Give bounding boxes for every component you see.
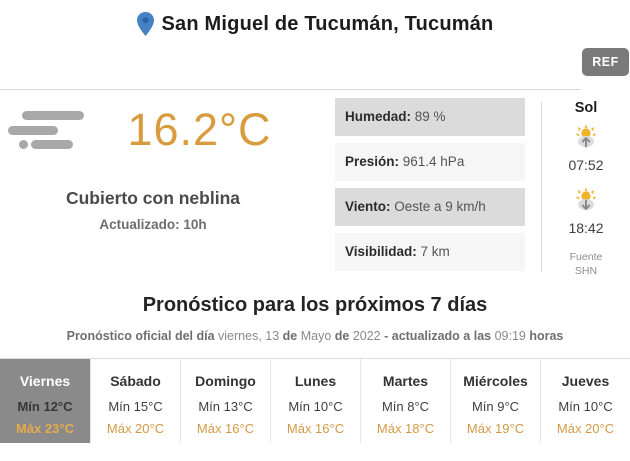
forecast-day-viernes[interactable]: Viernes Mín 12°C Máx 23°C (0, 359, 90, 443)
updated-time: Actualizado: 10h (99, 217, 207, 232)
subtitle-segment: Pronóstico oficial del día (66, 329, 219, 343)
sun-column: Sol 07:52 18:42 Fuente SHN (542, 98, 630, 277)
detail-value: Oeste a 9 km/h (390, 199, 486, 214)
forecast-day-lunes[interactable]: Lunes Mín 10°C Máx 16°C (270, 359, 360, 443)
detail-row: Visibilidad: 7 km (335, 233, 525, 271)
forecast-title: Pronóstico para los próximos 7 días (142, 294, 488, 316)
day-min-temp: Mín 15°C (108, 399, 163, 414)
sunrise-icon (575, 124, 597, 148)
vertical-divider (541, 102, 542, 272)
forecast-day-sábado[interactable]: Sábado Mín 15°C Máx 20°C (90, 359, 180, 443)
subtitle-segment: - actualizado a las (384, 329, 495, 343)
location-title-row: San Miguel de Tucumán, Tucumán (0, 0, 630, 36)
day-name: Sábado (110, 373, 161, 389)
weather-details: Humedad: 89 % Presión: 961.4 hPa Viento: O… (335, 98, 525, 271)
detail-row: Presión: 961.4 hPa (335, 143, 525, 181)
sunset-time: 18:42 (568, 220, 604, 236)
day-name: Jueves (561, 373, 610, 389)
ref-button[interactable]: REF (582, 48, 629, 76)
forecast-day-jueves[interactable]: Jueves Mín 10°C Máx 20°C (540, 359, 630, 443)
day-min-temp: Mín 10°C (288, 399, 343, 414)
header: San Miguel de Tucumán, Tucumán REF (0, 0, 630, 90)
day-max-temp: Máx 16°C (196, 421, 255, 436)
forecast-section: Pronóstico para los próximos 7 días Pron… (0, 294, 630, 443)
day-name: Miércoles (463, 373, 528, 389)
day-min-temp: Mín 10°C (558, 399, 613, 414)
subtitle-segment: 09:19 (494, 329, 530, 343)
header-divider (0, 89, 581, 90)
source-line1: Fuente (569, 251, 603, 263)
source-line2: SHN (574, 265, 598, 278)
detail-row: Humedad: 89 % (335, 98, 525, 136)
forecast-day-martes[interactable]: Martes Mín 8°C Máx 18°C (360, 359, 450, 443)
subtitle-segment: de (334, 329, 353, 343)
detail-value: 89 % (411, 109, 446, 124)
day-min-temp: Mín 13°C (198, 399, 253, 414)
location-pin-icon (136, 12, 154, 36)
day-max-temp: Máx 16°C (286, 421, 345, 436)
current-summary: 16.2°C Cubierto con neblina Actualizado:… (0, 98, 335, 268)
sunrise-time: 07:52 (568, 157, 604, 173)
detail-label: Presión: (345, 154, 400, 169)
day-min-temp: Mín 12°C (17, 399, 73, 414)
day-min-temp: Mín 8°C (381, 399, 430, 414)
data-source: Fuente SHN (542, 250, 630, 278)
detail-row: Viento: Oeste a 9 km/h (335, 188, 525, 226)
subtitle-segment: viernes, 13 (218, 329, 283, 343)
detail-value: 961.4 hPa (399, 154, 465, 169)
subtitle-segment: horas (529, 329, 564, 343)
current-temperature: 16.2°C (127, 104, 272, 155)
current-conditions: 16.2°C Cubierto con neblina Actualizado:… (0, 90, 630, 277)
day-max-temp: Máx 20°C (106, 421, 165, 436)
day-min-temp: Mín 9°C (471, 399, 520, 414)
day-name: Lunes (294, 373, 337, 389)
detail-label: Visibilidad: (345, 244, 417, 259)
fog-weather-icon (4, 105, 92, 155)
day-max-temp: Máx 20°C (556, 421, 615, 436)
forecast-day-domingo[interactable]: Domingo Mín 13°C Máx 16°C (180, 359, 270, 443)
detail-label: Viento: (345, 199, 391, 214)
detail-label: Humedad: (345, 109, 412, 124)
subtitle-segment: de (282, 329, 301, 343)
sun-title: Sol (574, 100, 598, 116)
day-name: Viernes (19, 373, 71, 389)
weather-condition: Cubierto con neblina (65, 188, 241, 208)
day-max-temp: Máx 23°C (16, 421, 74, 436)
day-max-temp: Máx 18°C (376, 421, 435, 436)
subtitle-segment: Mayo (300, 329, 335, 343)
forecast-subtitle: Pronóstico oficial del día viernes, 13 d… (0, 329, 630, 343)
page-title: San Miguel de Tucumán, Tucumán (161, 12, 494, 35)
forecast-day-miércoles[interactable]: Miércoles Mín 9°C Máx 19°C (450, 359, 540, 443)
sunset-icon (575, 187, 597, 210)
subtitle-segment: 2022 (352, 329, 385, 343)
detail-value: 7 km (416, 244, 450, 259)
day-max-temp: Máx 19°C (466, 421, 525, 436)
forecast-days-row: Viernes Mín 12°C Máx 23°C Sábado Mín 15°C Máx… (0, 358, 630, 443)
day-name: Domingo (195, 373, 256, 389)
day-name: Martes (382, 373, 429, 389)
